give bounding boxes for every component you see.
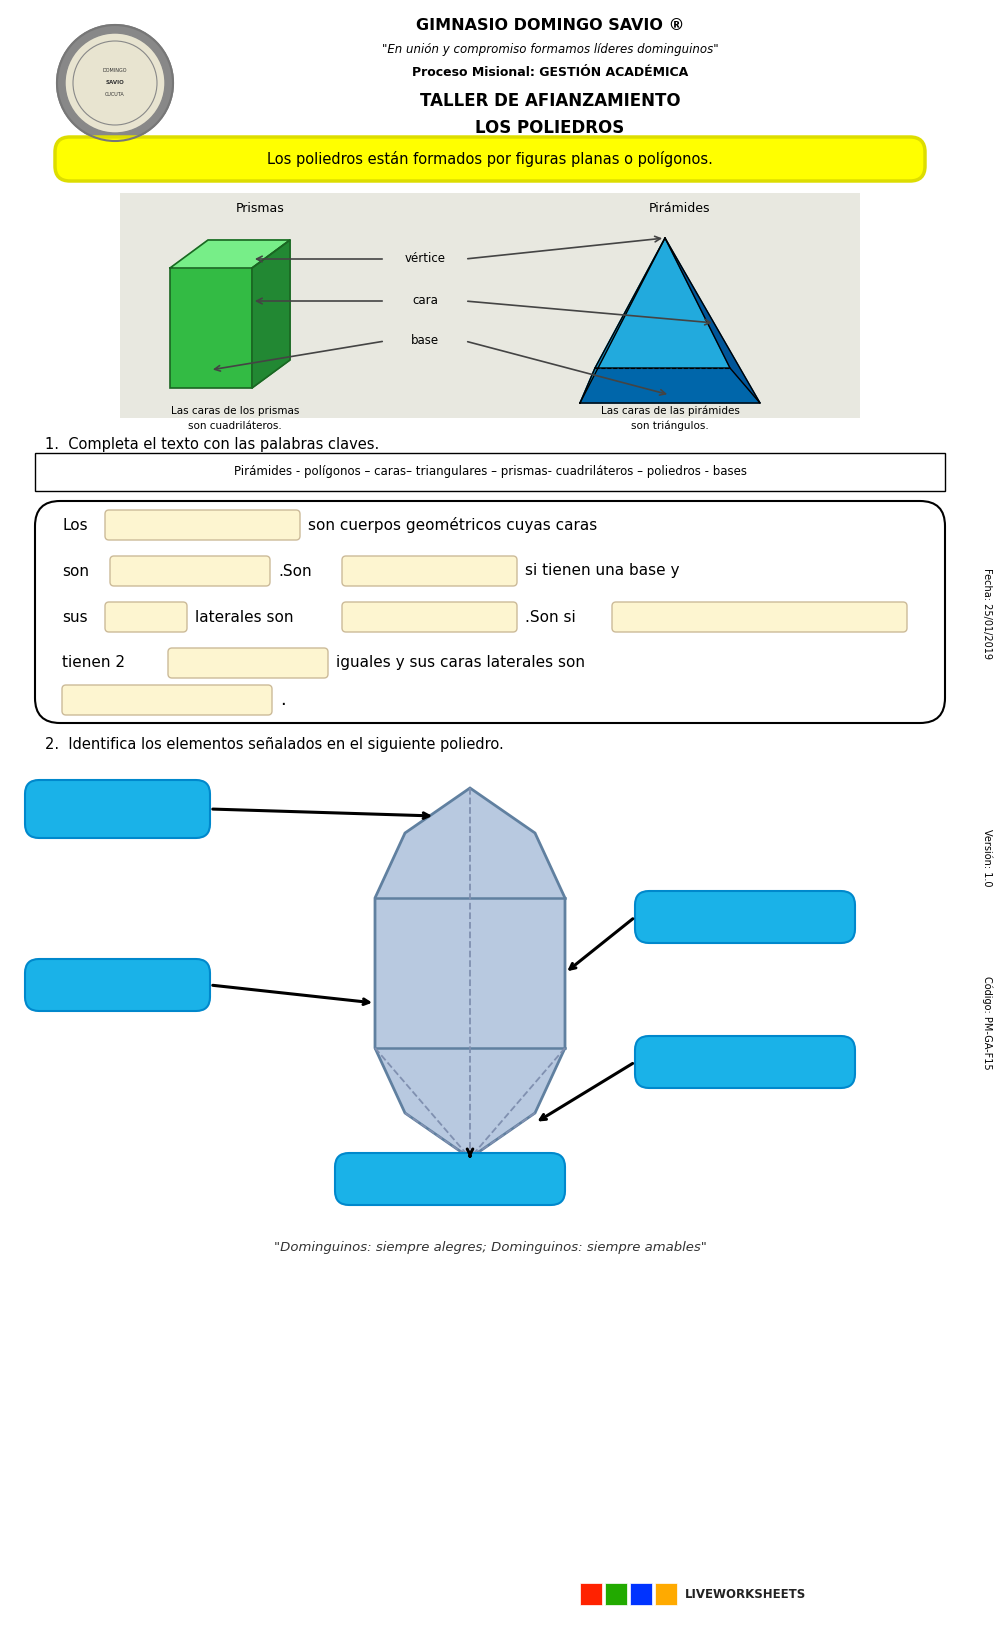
Text: vértice: vértice	[404, 253, 446, 266]
Bar	[170, 268, 252, 388]
Text: son cuerpos geométricos cuyas caras: son cuerpos geométricos cuyas caras	[308, 518, 597, 532]
Text: cara: cara	[412, 294, 438, 307]
Text: "Dominguinos: siempre alegres; Dominguinos: siempre amables": "Dominguinos: siempre alegres; Dominguin…	[274, 1242, 706, 1255]
Polygon shape	[580, 368, 760, 403]
Circle shape	[57, 25, 173, 141]
Text: Proceso Misional: GESTIÓN ACADÉMICA: Proceso Misional: GESTIÓN ACADÉMICA	[412, 66, 688, 79]
FancyBboxPatch shape	[342, 601, 517, 633]
FancyBboxPatch shape	[25, 960, 210, 1010]
FancyBboxPatch shape	[168, 647, 328, 679]
Text: Pirámides - polígonos – caras– triangulares – prismas- cuadriláteros – poliedros: Pirámides - polígonos – caras– triangula…	[234, 465, 746, 478]
Polygon shape	[580, 238, 665, 403]
FancyBboxPatch shape	[62, 685, 272, 715]
Circle shape	[65, 33, 165, 133]
Bar	[580, 1582, 602, 1605]
Text: sus: sus	[62, 610, 88, 624]
Bar	[120, 192, 860, 417]
Polygon shape	[170, 240, 290, 268]
FancyBboxPatch shape	[105, 601, 187, 633]
FancyBboxPatch shape	[635, 1037, 855, 1088]
FancyBboxPatch shape	[612, 601, 907, 633]
Text: "En unión y compromiso formamos líderes dominguinos": "En unión y compromiso formamos líderes …	[382, 43, 718, 56]
FancyBboxPatch shape	[55, 136, 925, 181]
Text: .Son: .Son	[278, 564, 312, 578]
FancyBboxPatch shape	[110, 555, 270, 587]
Text: Los poliedros están formados por figuras planas o polígonos.: Los poliedros están formados por figuras…	[267, 151, 713, 168]
Text: GIMNASIO DOMINGO SAVIO ®: GIMNASIO DOMINGO SAVIO ®	[416, 18, 684, 33]
FancyBboxPatch shape	[25, 780, 210, 838]
Text: Versión: 1.0: Versión: 1.0	[982, 830, 992, 887]
Text: tienen 2: tienen 2	[62, 656, 125, 670]
Polygon shape	[375, 789, 565, 1158]
Circle shape	[73, 41, 157, 125]
FancyBboxPatch shape	[105, 509, 300, 541]
Text: .: .	[280, 692, 286, 710]
Bar	[605, 1582, 627, 1605]
Text: CUCUTA: CUCUTA	[105, 92, 125, 97]
Text: laterales son: laterales son	[195, 610, 294, 624]
Text: Pirámides: Pirámides	[649, 202, 711, 215]
Polygon shape	[595, 238, 730, 368]
Text: 1.  Completa el texto con las palabras claves.: 1. Completa el texto con las palabras cl…	[45, 437, 379, 452]
Polygon shape	[665, 238, 760, 403]
Text: Prismas: Prismas	[236, 202, 284, 215]
Bar	[35, 453, 945, 491]
Text: base: base	[411, 335, 439, 348]
Text: TALLER DE AFIANZAMIENTO: TALLER DE AFIANZAMIENTO	[420, 92, 680, 110]
Text: Los: Los	[62, 518, 88, 532]
Bar	[655, 1582, 677, 1605]
Text: .Son si: .Son si	[525, 610, 576, 624]
FancyBboxPatch shape	[335, 1153, 565, 1204]
Text: son cuadriláteros.: son cuadriláteros.	[188, 421, 282, 430]
FancyBboxPatch shape	[35, 501, 945, 723]
Text: Fecha: 25/01/2019: Fecha: 25/01/2019	[982, 567, 992, 659]
Text: si tienen una base y: si tienen una base y	[525, 564, 680, 578]
Text: Código: PM-GA-F15: Código: PM-GA-F15	[982, 976, 992, 1070]
Text: 2.  Identifica los elementos señalados en el siguiente poliedro.: 2. Identifica los elementos señalados en…	[45, 738, 504, 752]
Text: SAVIO: SAVIO	[106, 81, 124, 85]
Text: son: son	[62, 564, 89, 578]
Text: son triángulos.: son triángulos.	[631, 421, 709, 430]
FancyBboxPatch shape	[342, 555, 517, 587]
Text: Las caras de los prismas: Las caras de los prismas	[171, 406, 299, 416]
Text: iguales y sus caras laterales son: iguales y sus caras laterales son	[336, 656, 585, 670]
Text: DOMINGO: DOMINGO	[103, 69, 127, 74]
Text: LIVEWORKSHEETS: LIVEWORKSHEETS	[685, 1587, 806, 1600]
FancyBboxPatch shape	[635, 891, 855, 943]
Bar	[630, 1582, 652, 1605]
Text: LOS POLIEDROS: LOS POLIEDROS	[475, 118, 625, 136]
Polygon shape	[252, 240, 290, 388]
Text: Las caras de las pirámides: Las caras de las pirámides	[601, 406, 739, 416]
